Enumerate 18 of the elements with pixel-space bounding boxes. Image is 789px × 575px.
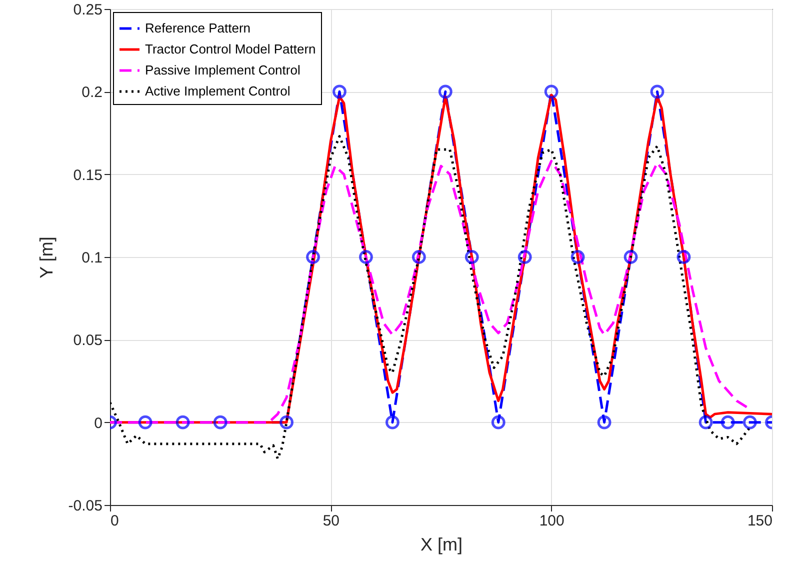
legend-label: Passive Implement Control <box>145 62 300 78</box>
legend-label: Tractor Control Model Pattern <box>145 42 316 56</box>
x-tick-label: 0 <box>110 512 119 530</box>
y-tick-label: -0.05 <box>68 498 102 514</box>
legend-label: Reference Pattern <box>145 20 251 36</box>
y-tick-label: 0.05 <box>73 332 102 350</box>
y-tick-label: 0.25 <box>73 2 102 18</box>
legend-label: Active Implement Control <box>145 84 290 98</box>
y-axis-title: Y [m] <box>36 236 56 278</box>
y-tick-label: 0.15 <box>73 166 102 184</box>
y-tick-label: 0.1 <box>82 250 102 266</box>
line-series <box>110 135 752 460</box>
x-tick-label: 150 <box>747 512 772 530</box>
y-tick-label: 0.2 <box>82 84 102 102</box>
x-axis-title: X [m] <box>420 534 463 554</box>
x-tick-label: 100 <box>539 512 564 530</box>
x-tick-label: 50 <box>322 512 340 530</box>
y-tick-label: 0 <box>94 414 102 432</box>
